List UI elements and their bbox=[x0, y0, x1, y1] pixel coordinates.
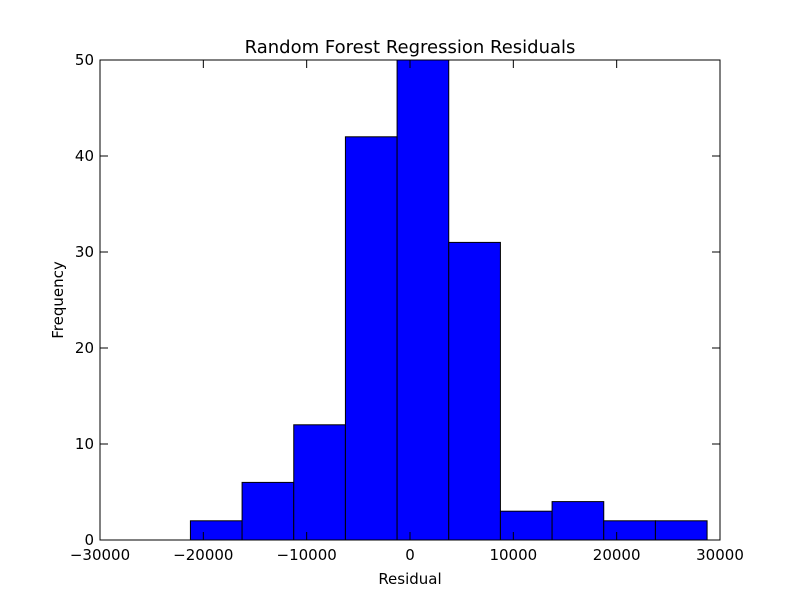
x-axis-label: Residual bbox=[378, 570, 441, 588]
x-axis-tick-labels: −30000 −20000 −10000 0 10000 20000 30000 bbox=[70, 546, 744, 564]
histogram-bar bbox=[241, 481, 295, 541]
histogram-bar bbox=[499, 510, 553, 541]
histogram-bar bbox=[293, 424, 346, 541]
x-tick-label: 20000 bbox=[593, 546, 641, 564]
histogram-bar bbox=[344, 136, 398, 541]
x-tick-label: −10000 bbox=[277, 546, 337, 564]
histogram-bar bbox=[654, 520, 708, 541]
histogram-bars bbox=[189, 59, 708, 541]
x-tick-label: 10000 bbox=[489, 546, 537, 564]
x-tick-label: 0 bbox=[405, 546, 415, 564]
x-tick-label: −30000 bbox=[70, 546, 130, 564]
histogram-bar bbox=[448, 241, 501, 541]
chart-title: Random Forest Regression Residuals bbox=[245, 37, 576, 58]
y-axis-label: Frequency bbox=[49, 261, 67, 339]
plot-area-frame bbox=[99, 59, 721, 541]
histogram-bar bbox=[396, 59, 450, 541]
y-tick-label: 10 bbox=[75, 435, 94, 453]
histogram-bar bbox=[551, 501, 605, 541]
y-tick-label: 0 bbox=[84, 531, 94, 549]
histogram-bar bbox=[603, 520, 656, 541]
y-tick-label: 50 bbox=[75, 51, 94, 69]
x-tick-label: −20000 bbox=[173, 546, 233, 564]
y-tick-label: 20 bbox=[75, 339, 94, 357]
y-tick-label: 40 bbox=[75, 147, 94, 165]
histogram-bar bbox=[189, 520, 243, 541]
y-axis-tick-labels: 0 10 20 30 40 50 bbox=[75, 51, 94, 549]
x-tick-label: 30000 bbox=[696, 546, 744, 564]
y-tick-label: 30 bbox=[75, 243, 94, 261]
